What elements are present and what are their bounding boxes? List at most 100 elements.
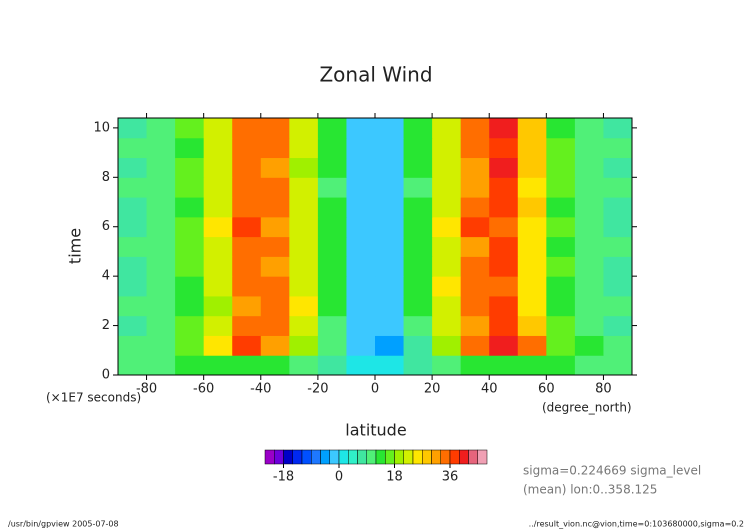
heat-cell bbox=[346, 137, 376, 159]
heat-cell bbox=[574, 177, 604, 198]
heat-cell bbox=[346, 295, 376, 317]
heat-cell bbox=[232, 137, 262, 159]
heat-cell bbox=[574, 355, 604, 376]
y-tick-label: 0 bbox=[102, 368, 110, 383]
heat-cell bbox=[375, 197, 405, 218]
heat-cell bbox=[460, 236, 490, 257]
x-units: (degree_north) bbox=[542, 401, 632, 415]
heat-cell bbox=[260, 256, 290, 277]
y-tick-label: 10 bbox=[93, 120, 110, 135]
heat-cell bbox=[375, 276, 405, 297]
heat-cell bbox=[232, 197, 262, 218]
heat-cell bbox=[346, 177, 376, 198]
heat-cell bbox=[317, 157, 347, 178]
heat-cell bbox=[203, 118, 233, 139]
heat-cell bbox=[460, 157, 490, 178]
heat-cell bbox=[432, 355, 462, 376]
heat-cell bbox=[260, 216, 290, 238]
heat-cell bbox=[546, 335, 576, 356]
heat-cell bbox=[375, 335, 405, 356]
heat-cell bbox=[118, 157, 148, 178]
heat-cell bbox=[546, 276, 576, 297]
colorbar-box bbox=[274, 449, 284, 465]
heat-cell bbox=[546, 355, 576, 376]
heat-cell bbox=[517, 216, 547, 238]
heat-cell bbox=[175, 236, 205, 257]
heat-cell bbox=[118, 236, 148, 257]
heat-cell bbox=[546, 177, 576, 198]
colorbar-box bbox=[394, 449, 404, 465]
x-tick-label: 60 bbox=[538, 382, 555, 397]
heat-cell bbox=[517, 157, 547, 178]
heat-cell bbox=[289, 355, 319, 376]
x-tick-label: 80 bbox=[595, 382, 612, 397]
heat-cell bbox=[289, 276, 319, 297]
heat-cell bbox=[403, 335, 433, 356]
heat-cell bbox=[517, 355, 547, 376]
colorbar-box bbox=[431, 449, 441, 465]
heat-cell bbox=[489, 118, 519, 139]
heat-cell bbox=[603, 335, 633, 356]
heat-cell bbox=[574, 335, 604, 356]
heat-cell bbox=[232, 177, 262, 198]
colorbar-box bbox=[311, 449, 321, 465]
heat-cell bbox=[203, 236, 233, 257]
heat-cell bbox=[460, 118, 490, 139]
heat-cell bbox=[517, 177, 547, 198]
heat-cell bbox=[460, 335, 490, 356]
heat-cell bbox=[317, 335, 347, 356]
heat-cell bbox=[232, 335, 262, 356]
heat-cell bbox=[460, 216, 490, 238]
heat-cell bbox=[603, 157, 633, 178]
heat-cell bbox=[346, 256, 376, 277]
colorbar-box bbox=[283, 449, 293, 465]
heat-cell bbox=[346, 315, 376, 336]
heat-cell bbox=[517, 256, 547, 277]
note: (mean) lon:0..358.125 bbox=[523, 483, 657, 497]
x-tick-label: -60 bbox=[193, 382, 214, 397]
x-tick-label: 20 bbox=[424, 382, 441, 397]
heat-cell bbox=[232, 216, 262, 238]
heat-cell bbox=[489, 256, 519, 277]
heat-cell bbox=[146, 118, 176, 139]
heat-cell bbox=[175, 295, 205, 317]
heat-cell bbox=[118, 315, 148, 336]
colorbar-box bbox=[329, 449, 340, 465]
heat-cell bbox=[460, 137, 490, 159]
heat-cell bbox=[260, 276, 290, 297]
heat-cell bbox=[346, 335, 376, 356]
heat-cell bbox=[403, 315, 433, 336]
colorbar-box bbox=[366, 449, 377, 465]
heat-cell bbox=[317, 197, 347, 218]
heat-cell bbox=[603, 197, 633, 218]
heat-cell bbox=[175, 355, 205, 376]
colorbar-box bbox=[459, 449, 469, 465]
colorbar-box bbox=[292, 449, 303, 465]
heat-cell bbox=[489, 315, 519, 336]
heat-cell bbox=[203, 295, 233, 317]
heat-cell bbox=[118, 177, 148, 198]
heat-cell bbox=[546, 157, 576, 178]
y-tick-label: 6 bbox=[102, 219, 110, 234]
heat-cell bbox=[517, 335, 547, 356]
heat-cell bbox=[317, 137, 347, 159]
heat-cell bbox=[403, 256, 433, 277]
heat-cell bbox=[460, 197, 490, 218]
heat-cell bbox=[289, 197, 319, 218]
heat-cell bbox=[432, 295, 462, 317]
heat-cell bbox=[489, 335, 519, 356]
heat-cell bbox=[432, 216, 462, 238]
heat-cell bbox=[574, 197, 604, 218]
heat-cell bbox=[489, 197, 519, 218]
heat-cell bbox=[489, 276, 519, 297]
heat-cell bbox=[603, 177, 633, 198]
heat-cell bbox=[603, 355, 633, 376]
heat-cell bbox=[432, 236, 462, 257]
heat-cell bbox=[432, 197, 462, 218]
heat-cell bbox=[232, 315, 262, 336]
heat-cell bbox=[203, 355, 233, 376]
heat-cell bbox=[289, 335, 319, 356]
heat-cell bbox=[232, 355, 262, 376]
heat-cell bbox=[603, 256, 633, 277]
heat-cell bbox=[574, 236, 604, 257]
